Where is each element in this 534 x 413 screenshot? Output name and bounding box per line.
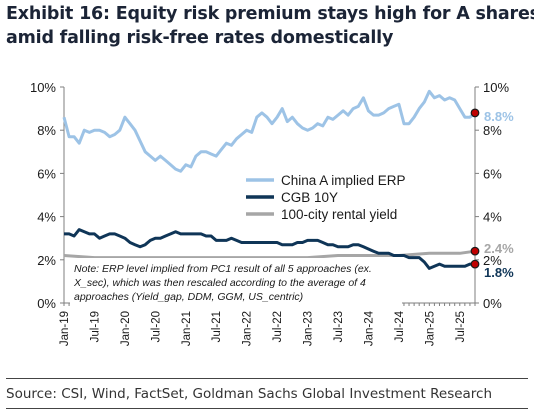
end-value-label: 8.8% [484, 109, 514, 124]
note-line: approaches (Yield_gap, DDM, GGM, US_cent… [74, 291, 303, 303]
x-tick-label: Jan-20 [120, 311, 132, 346]
x-tick-label: Jan-21 [181, 311, 193, 346]
chart-title-line-2: amid falling risk-free rates domesticall… [6, 28, 394, 48]
y-tick-label-left: 2% [37, 253, 56, 268]
x-tick-label: Jul-24 [394, 310, 406, 342]
chart-title-line-1: Exhibit 16: Equity risk premium stays hi… [6, 4, 534, 24]
y-tick-label-right: 8% [483, 123, 502, 138]
bottom-divider [6, 408, 528, 409]
y-tick-label-right: 2% [483, 253, 502, 268]
x-tick-label: Jul-25 [455, 311, 467, 342]
y-tick-label-left: 4% [37, 210, 56, 225]
x-tick-label: Jan-24 [363, 310, 375, 346]
end-value-label: 1.8% [484, 265, 514, 280]
x-tick-label: Jul-21 [211, 311, 223, 342]
note-line: X_sec), which was then rescaled accordin… [73, 277, 366, 289]
y-tick-label-right: 4% [483, 210, 502, 225]
legend-label: CGB 10Y [281, 190, 338, 205]
y-tick-label-right: 0% [483, 296, 502, 311]
end-marker [470, 259, 480, 269]
note-line: Note: ERP level implied from PC1 result … [74, 263, 372, 275]
series-line-2 [63, 249, 476, 260]
end-marker [470, 246, 480, 256]
legend: China A implied ERP CGB 10Y 100-city renta… [246, 173, 406, 222]
chart-title: Exhibit 16: Equity risk premium stays hi… [6, 2, 534, 50]
y-tick-label-left: 10% [30, 80, 56, 95]
x-tick-label: Jan-22 [242, 311, 254, 346]
end-value-label: 2.4% [484, 241, 514, 256]
x-tick-label: Jan-23 [303, 311, 315, 346]
note-background [70, 258, 402, 307]
source-text: Source: CSI, Wind, FactSet, Goldman Sach… [6, 386, 493, 402]
series-line-0 [62, 89, 476, 173]
x-tick-label: Jan-25 [424, 311, 436, 346]
y-tick-label-left: 0% [37, 296, 56, 311]
y-tick-label-right: 10% [483, 80, 509, 95]
note-box: Note: ERP level implied from PC1 result … [70, 258, 402, 307]
y-tick-label-left: 8% [37, 123, 56, 138]
series-line-1 [64, 228, 475, 270]
legend-label: 100-city rental yield [281, 207, 397, 222]
x-tick-label: Jul-22 [272, 311, 284, 342]
x-tick-label: Jan-19 [59, 311, 71, 346]
y-tick-label-left: 6% [37, 166, 56, 181]
y-tick-label-right: 6% [483, 166, 502, 181]
end-marker [470, 108, 480, 118]
x-tick-label: Jul-23 [333, 311, 345, 342]
legend-label: China A implied ERP [281, 173, 406, 188]
x-tick-label: Jul-20 [150, 311, 162, 342]
x-tick-label: Jul-19 [89, 311, 101, 342]
source-divider [6, 378, 528, 379]
